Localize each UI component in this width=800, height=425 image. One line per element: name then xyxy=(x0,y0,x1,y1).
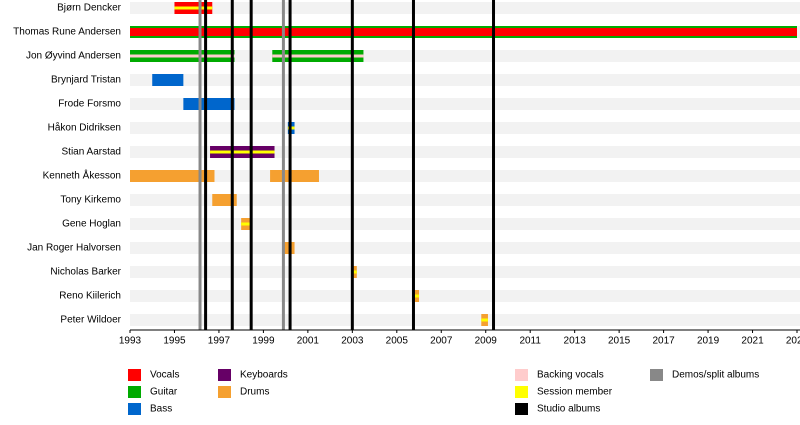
member-name: Håkon Didriksen xyxy=(48,122,121,134)
member-bar xyxy=(183,98,235,110)
x-tick-label: 1993 xyxy=(119,336,142,347)
bar-stripe xyxy=(412,294,420,298)
row-band xyxy=(130,98,800,110)
row-band xyxy=(130,146,800,158)
x-tick-label: 2023 xyxy=(786,336,800,347)
member-name: Kenneth Åkesson xyxy=(43,169,121,182)
x-tick-label: 2013 xyxy=(564,336,587,347)
x-tick-label: 2019 xyxy=(697,336,720,347)
member-name: Brynjard Tristan xyxy=(51,75,121,86)
row-band xyxy=(130,266,800,278)
x-tick-label: 2017 xyxy=(652,336,675,347)
member-name: Tony Kirkemo xyxy=(60,195,121,206)
row-band xyxy=(130,242,800,254)
member-name: Reno Kiilerich xyxy=(59,291,121,302)
legend-label: Demos/split albums xyxy=(672,370,759,381)
row-band xyxy=(130,2,800,14)
member-bar xyxy=(270,170,319,182)
legend-swatch xyxy=(515,403,528,415)
x-tick-label: 2009 xyxy=(475,336,498,347)
member-bar xyxy=(212,194,237,206)
bar-stripe xyxy=(210,150,275,154)
bar-stripe xyxy=(174,6,213,10)
row-band xyxy=(130,122,800,134)
x-tick-label: 2001 xyxy=(297,336,320,347)
member-name: Frode Forsmo xyxy=(58,99,121,110)
bar-stripe xyxy=(272,54,364,58)
member-name: Bjørn Dencker xyxy=(57,3,122,14)
bar-stripe xyxy=(130,28,797,36)
member-name: Stian Aarstad xyxy=(62,147,121,158)
member-bar xyxy=(130,170,215,182)
x-tick-label: 2021 xyxy=(741,336,764,347)
x-tick-label: 1995 xyxy=(163,336,186,347)
row-band xyxy=(130,314,800,326)
legend-swatch xyxy=(218,386,231,398)
row-band xyxy=(130,218,800,230)
legend-label: Studio albums xyxy=(537,404,600,415)
legend-label: Keyboards xyxy=(240,370,288,381)
legend-swatch xyxy=(128,403,141,415)
member-name: Thomas Rune Andersen xyxy=(13,27,121,38)
bar-stripe xyxy=(481,318,488,322)
legend-label: Bass xyxy=(150,404,172,415)
legend-swatch xyxy=(515,386,528,398)
x-tick-label: 1999 xyxy=(252,336,275,347)
legend-swatch xyxy=(128,386,141,398)
legend-swatch xyxy=(218,369,231,381)
row-band xyxy=(130,74,800,86)
legend-swatch xyxy=(515,369,528,381)
bar-stripe xyxy=(352,270,357,274)
x-tick-label: 2005 xyxy=(386,336,409,347)
legend-swatch xyxy=(128,369,141,381)
legend-label: Guitar xyxy=(150,387,178,398)
legend-swatch xyxy=(650,369,663,381)
member-name: Jan Roger Halvorsen xyxy=(27,243,121,254)
member-name: Peter Wildoer xyxy=(60,315,121,326)
legend-label: Backing vocals xyxy=(537,370,604,381)
x-tick-label: 2011 xyxy=(519,336,541,347)
x-tick-label: 2003 xyxy=(341,336,364,347)
member-bar xyxy=(152,74,184,86)
legend-label: Vocals xyxy=(150,370,179,381)
bar-stripe xyxy=(130,54,235,58)
member-name: Jon Øyvind Andersen xyxy=(26,51,121,62)
x-tick-label: 1997 xyxy=(208,336,231,347)
member-name: Gene Hoglan xyxy=(62,219,121,230)
legend-label: Session member xyxy=(537,387,613,398)
row-band xyxy=(130,194,800,206)
bar-stripe xyxy=(241,222,253,226)
x-tick-label: 2007 xyxy=(430,336,453,347)
row-band xyxy=(130,290,800,302)
member-name: Nicholas Barker xyxy=(50,267,121,278)
row-band xyxy=(130,170,800,182)
legend-label: Drums xyxy=(240,387,269,398)
x-tick-label: 2015 xyxy=(608,336,631,347)
